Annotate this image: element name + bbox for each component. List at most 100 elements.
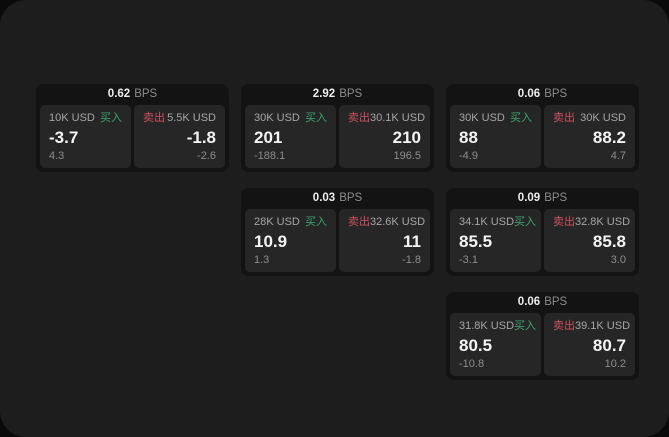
sell-amount: 30K USD — [580, 112, 626, 124]
red-indicator-dot — [4, 3, 9, 8]
buy-amount: 34.1K USD — [459, 216, 515, 228]
buy-label: 买入 — [510, 112, 532, 124]
buy-tile[interactable]: 28K USD 买入 10.9 1.3 — [245, 209, 336, 272]
sell-label: 卖出 — [143, 112, 165, 124]
buy-price: 85.5 — [459, 231, 493, 251]
sell-price: 80.7 — [592, 335, 626, 355]
bps-value: 0.62 — [107, 88, 131, 100]
buy-change: -4.9 — [459, 150, 478, 162]
sell-change: -1.8 — [402, 254, 421, 266]
buy-label: 买入 — [514, 216, 537, 228]
quote-card: 0.06 BPS 30K USD 买入 88 -4.9 卖出 30K USD 8… — [446, 84, 639, 172]
sell-label: 卖出 — [348, 112, 370, 124]
buy-tile[interactable]: 30K USD 买入 201 -188.1 — [245, 105, 336, 168]
sell-tile[interactable]: 卖出 30K USD 88.2 4.7 — [544, 105, 635, 168]
sell-tile-header: 卖出 32.8K USD — [553, 216, 630, 228]
sell-amount: 32.6K USD — [370, 216, 426, 228]
bps-unit-label: BPS — [339, 88, 363, 100]
quote-tiles: 30K USD 买入 201 -188.1 卖出 30.1K USD 210 1… — [245, 105, 430, 168]
quote-card: 0.62 BPS 10K USD 买入 -3.7 4.3 卖出 5.5K USD… — [36, 84, 229, 172]
quote-tiles: 28K USD 买入 10.9 1.3 卖出 32.6K USD 11 -1.8 — [245, 209, 430, 272]
quote-tiles: 34.1K USD 买入 85.5 -3.1 卖出 32.8K USD 85.8… — [450, 209, 635, 272]
sell-price: 85.8 — [592, 231, 626, 251]
sell-tile-header: 卖出 32.6K USD — [348, 216, 425, 228]
buy-label: 买入 — [305, 216, 327, 228]
sell-label: 卖出 — [348, 216, 370, 228]
buy-tile-header: 30K USD 买入 — [254, 112, 327, 124]
sell-change: 3.0 — [610, 254, 626, 266]
sell-tile-header: 卖出 39.1K USD — [553, 320, 630, 332]
sell-tile-header: 卖出 30.1K USD — [348, 112, 425, 124]
sell-change: 196.5 — [393, 150, 421, 162]
buy-price: 80.5 — [459, 335, 493, 355]
quote-tiles: 30K USD 买入 88 -4.9 卖出 30K USD 88.2 4.7 — [450, 105, 635, 168]
buy-tile[interactable]: 31.8K USD 买入 80.5 -10.8 — [450, 313, 541, 376]
sell-price: 210 — [392, 127, 421, 147]
sell-label: 卖出 — [553, 320, 575, 332]
quote-tiles: 31.8K USD 买入 80.5 -10.8 卖出 39.1K USD 80.… — [450, 313, 635, 376]
sell-change: 4.7 — [610, 150, 626, 162]
quote-cards-grid: 0.62 BPS 10K USD 买入 -3.7 4.3 卖出 5.5K USD… — [36, 84, 639, 380]
sell-change: -2.6 — [197, 150, 216, 162]
buy-tile[interactable]: 30K USD 买入 88 -4.9 — [450, 105, 541, 168]
buy-change: 4.3 — [49, 150, 65, 162]
buy-amount: 30K USD — [459, 112, 505, 124]
buy-change: -10.8 — [459, 358, 485, 370]
bps-value: 2.92 — [312, 88, 336, 100]
sell-tile[interactable]: 卖出 30.1K USD 210 196.5 — [339, 105, 430, 168]
sell-price: -1.8 — [186, 127, 216, 147]
sell-tile[interactable]: 卖出 39.1K USD 80.7 10.2 — [544, 313, 635, 376]
buy-label: 买入 — [100, 112, 122, 124]
bps-unit-label: BPS — [544, 88, 568, 100]
sell-price: 11 — [403, 231, 421, 251]
buy-amount: 30K USD — [254, 112, 300, 124]
bps-unit-label: BPS — [134, 88, 158, 100]
bps-unit-label: BPS — [544, 296, 568, 308]
quote-tiles: 10K USD 买入 -3.7 4.3 卖出 5.5K USD -1.8 -2.… — [40, 105, 225, 168]
buy-tile[interactable]: 34.1K USD 买入 85.5 -3.1 — [450, 209, 541, 272]
buy-price: 201 — [254, 127, 283, 147]
buy-price: 88 — [459, 127, 478, 147]
quote-card: 0.06 BPS 31.8K USD 买入 80.5 -10.8 卖出 39.1… — [446, 292, 639, 380]
card-header: 0.03 BPS — [245, 188, 430, 209]
card-header: 0.62 BPS — [40, 84, 225, 105]
sell-tile-header: 卖出 30K USD — [553, 112, 626, 124]
sell-amount: 30.1K USD — [370, 112, 426, 124]
buy-price: 10.9 — [254, 231, 288, 251]
card-header: 0.06 BPS — [450, 292, 635, 313]
buy-amount: 28K USD — [254, 216, 300, 228]
bps-value: 0.06 — [517, 88, 541, 100]
buy-tile-header: 31.8K USD 买入 — [459, 320, 536, 332]
sell-amount: 5.5K USD — [167, 112, 216, 124]
sell-tile[interactable]: 卖出 32.6K USD 11 -1.8 — [339, 209, 430, 272]
sell-tile[interactable]: 卖出 5.5K USD -1.8 -2.6 — [134, 105, 225, 168]
sell-label: 卖出 — [553, 216, 575, 228]
buy-label: 买入 — [514, 320, 537, 332]
buy-tile-header: 10K USD 买入 — [49, 112, 122, 124]
buy-tile[interactable]: 10K USD 买入 -3.7 4.3 — [40, 105, 131, 168]
buy-tile-header: 34.1K USD 买入 — [459, 216, 536, 228]
sell-price: 88.2 — [592, 127, 626, 147]
sell-amount: 39.1K USD — [575, 320, 631, 332]
buy-tile-header: 30K USD 买入 — [459, 112, 532, 124]
buy-amount: 10K USD — [49, 112, 95, 124]
quote-card: 2.92 BPS 30K USD 买入 201 -188.1 卖出 30.1K … — [241, 84, 434, 172]
sell-change: 10.2 — [604, 358, 626, 370]
quote-card: 0.03 BPS 28K USD 买入 10.9 1.3 卖出 32.6K US… — [241, 188, 434, 276]
bps-value: 0.09 — [517, 192, 541, 204]
bps-value: 0.06 — [517, 296, 541, 308]
sell-amount: 32.8K USD — [575, 216, 631, 228]
card-header: 0.09 BPS — [450, 188, 635, 209]
buy-tile-header: 28K USD 买入 — [254, 216, 327, 228]
bps-unit-label: BPS — [544, 192, 568, 204]
buy-change: -188.1 — [254, 150, 286, 162]
buy-price: -3.7 — [49, 127, 79, 147]
quote-card: 0.09 BPS 34.1K USD 买入 85.5 -3.1 卖出 32.8K… — [446, 188, 639, 276]
sell-tile[interactable]: 卖出 32.8K USD 85.8 3.0 — [544, 209, 635, 272]
buy-label: 买入 — [305, 112, 327, 124]
bps-unit-label: BPS — [339, 192, 363, 204]
bps-value: 0.03 — [312, 192, 336, 204]
buy-change: 1.3 — [254, 254, 270, 266]
buy-change: -3.1 — [459, 254, 478, 266]
